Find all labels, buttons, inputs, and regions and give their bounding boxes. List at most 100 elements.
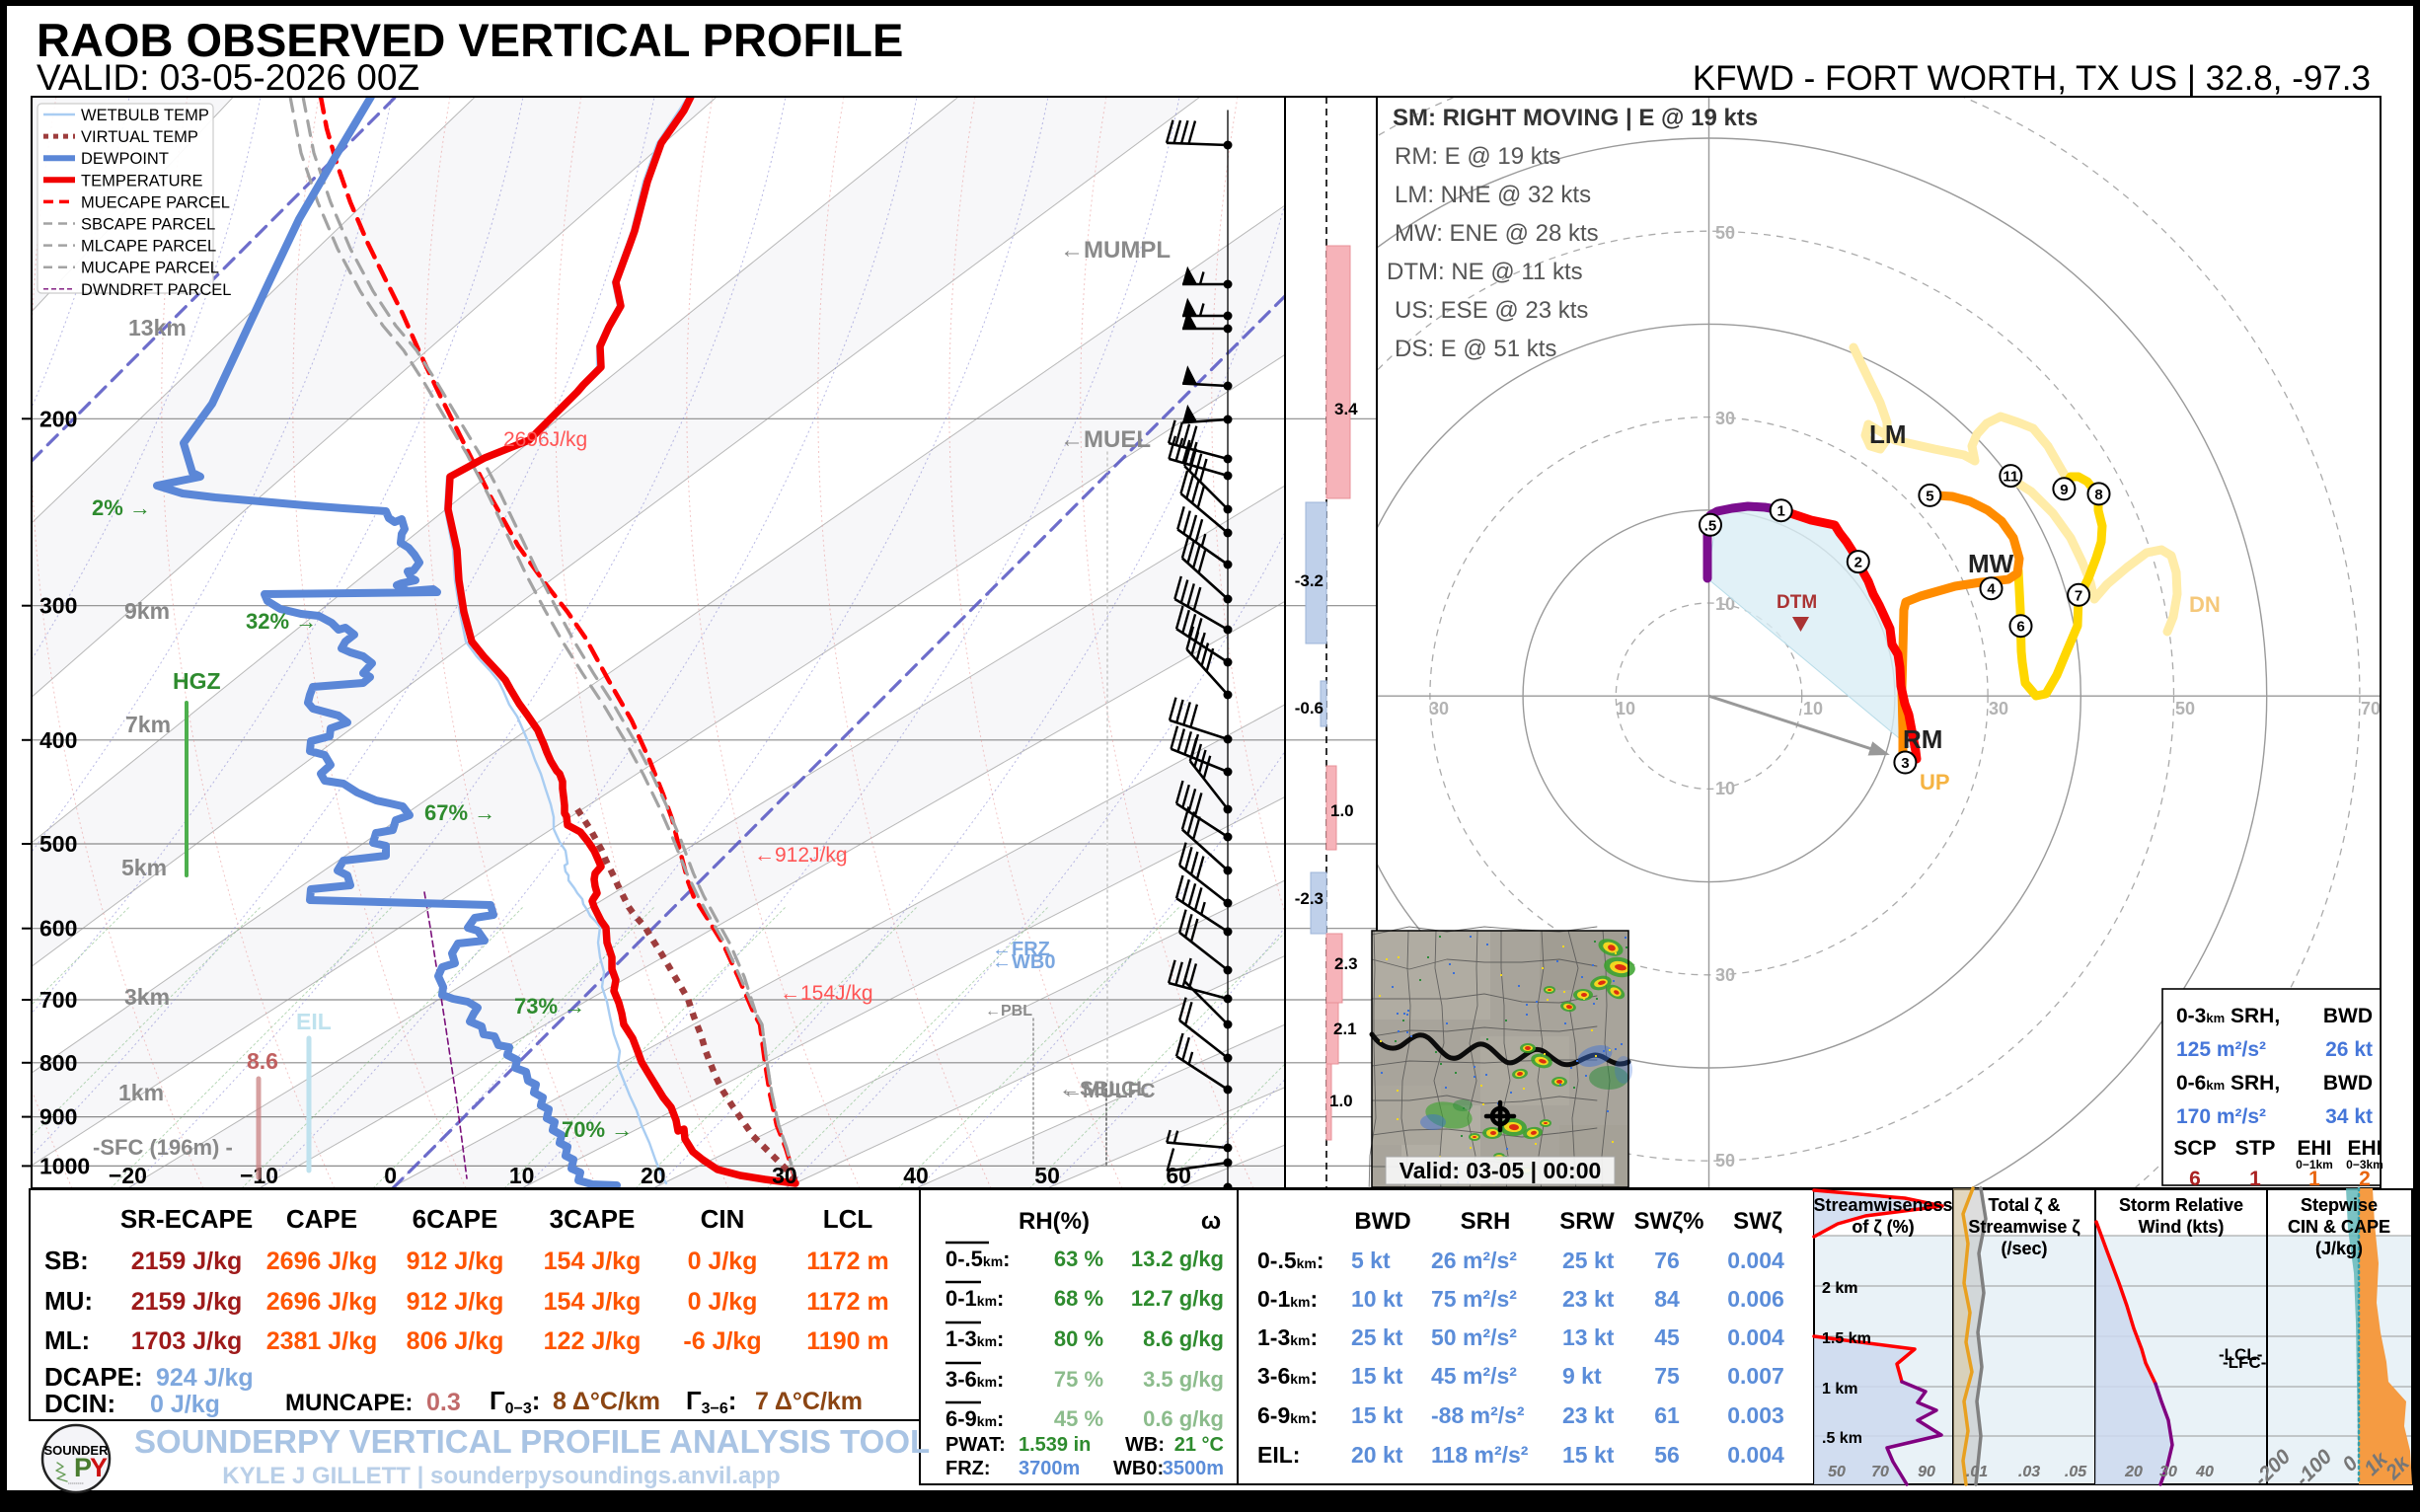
svg-text:US: ESE @ 23 kts: US: ESE @ 23 kts <box>1395 297 1588 324</box>
svg-text:25 kt: 25 kt <box>1562 1247 1615 1273</box>
svg-text:924 J/kg: 924 J/kg <box>156 1364 254 1392</box>
svg-text:8 Δ°C/km: 8 Δ°C/km <box>553 1388 660 1415</box>
svg-text:80 %: 80 % <box>1054 1326 1103 1351</box>
svg-text:UP: UP <box>1920 770 1950 794</box>
svg-text:75: 75 <box>1654 1363 1680 1389</box>
svg-text:50: 50 <box>2175 699 2195 718</box>
svg-text:RM: E @ 19 kts: RM: E @ 19 kts <box>1395 143 1560 170</box>
svg-text:40: 40 <box>2195 1464 2214 1480</box>
svg-text:70% →: 70% → <box>562 1117 633 1142</box>
svg-text:600: 600 <box>39 916 77 942</box>
svg-text:LCL: LCL <box>823 1204 873 1234</box>
svg-text:DTM: NE @ 11 kts: DTM: NE @ 11 kts <box>1387 259 1583 285</box>
svg-text:12.7 g/kg: 12.7 g/kg <box>1131 1286 1224 1311</box>
svg-text:WETBULB TEMP: WETBULB TEMP <box>81 107 209 124</box>
svg-text:←MUMPL: ←MUMPL <box>1060 237 1171 264</box>
svg-text:6CAPE: 6CAPE <box>413 1204 498 1234</box>
svg-text:6-9km:: 6-9km: <box>1257 1402 1318 1428</box>
svg-text:RH(%): RH(%) <box>1019 1208 1090 1235</box>
svg-text:2 km: 2 km <box>1822 1280 1857 1297</box>
svg-text:0.6 g/kg: 0.6 g/kg <box>1143 1406 1224 1431</box>
svg-text:2.3: 2.3 <box>1334 954 1358 973</box>
svg-text:2696 J/kg: 2696 J/kg <box>266 1288 378 1316</box>
svg-text:30: 30 <box>2159 1464 2177 1480</box>
svg-text:50: 50 <box>1034 1163 1060 1188</box>
svg-text:5km: 5km <box>121 855 167 880</box>
svg-text:MUNCAPE:: MUNCAPE: <box>285 1390 413 1416</box>
svg-text:15 kt: 15 kt <box>1351 1402 1403 1428</box>
svg-text:21 °C: 21 °C <box>1174 1434 1224 1456</box>
svg-text:13 kt: 13 kt <box>1562 1324 1615 1350</box>
svg-text:MUECAPE PARCEL: MUECAPE PARCEL <box>81 193 230 211</box>
svg-text:45: 45 <box>1654 1324 1680 1350</box>
svg-text:60: 60 <box>1166 1163 1191 1188</box>
svg-text:90: 90 <box>1918 1464 1935 1480</box>
svg-text:20: 20 <box>2124 1464 2143 1480</box>
svg-text:2159 J/kg: 2159 J/kg <box>131 1247 243 1275</box>
svg-text:40: 40 <box>2195 1464 2214 1480</box>
svg-text:RM: RM <box>1903 724 1942 754</box>
svg-text:Streamwise ζ: Streamwise ζ <box>1968 1217 2080 1238</box>
svg-text:CIN: CIN <box>701 1204 745 1234</box>
svg-text:DCAPE:: DCAPE: <box>44 1362 143 1392</box>
svg-text:PWAT:: PWAT: <box>945 1434 1006 1456</box>
svg-text:0-6km SRH,: 0-6km SRH, <box>2176 1072 2280 1095</box>
svg-text:of ζ (%): of ζ (%) <box>1852 1217 1914 1238</box>
svg-text:2381 J/kg: 2381 J/kg <box>266 1327 378 1355</box>
svg-text:BWD: BWD <box>1354 1208 1410 1235</box>
svg-text:6: 6 <box>2189 1168 2201 1190</box>
svg-text:10: 10 <box>1803 699 1823 718</box>
svg-text:84: 84 <box>1654 1286 1680 1312</box>
svg-text:20: 20 <box>2124 1464 2143 1480</box>
svg-text:8: 8 <box>2094 487 2102 503</box>
svg-text:EIL: EIL <box>296 1009 332 1034</box>
svg-text:CAPE: CAPE <box>286 1204 357 1234</box>
svg-text:61: 61 <box>1654 1402 1680 1428</box>
svg-text:DS: E @ 51 kts: DS: E @ 51 kts <box>1395 336 1556 362</box>
svg-text:LM: NNE @ 32 kts: LM: NNE @ 32 kts <box>1395 182 1591 208</box>
svg-text:VIRTUAL TEMP: VIRTUAL TEMP <box>81 128 198 146</box>
svg-text:1: 1 <box>2308 1168 2320 1190</box>
svg-text:154 J/kg: 154 J/kg <box>544 1288 642 1316</box>
svg-text:SRW: SRW <box>1559 1208 1615 1235</box>
svg-text:23 kt: 23 kt <box>1562 1286 1615 1312</box>
svg-text:DWNDRFT PARCEL: DWNDRFT PARCEL <box>81 281 231 299</box>
svg-text:90: 90 <box>1918 1464 1935 1480</box>
svg-text:32% →: 32% → <box>246 609 317 634</box>
svg-text:←FRZ: ←FRZ <box>992 939 1050 960</box>
svg-text:.03: .03 <box>2018 1464 2040 1480</box>
svg-text:2: 2 <box>1854 555 1862 571</box>
svg-text:15 kt: 15 kt <box>1351 1363 1403 1389</box>
svg-text:TEMPERATURE: TEMPERATURE <box>81 172 202 189</box>
svg-text:1172 m: 1172 m <box>806 1247 888 1275</box>
svg-text:←WB0: ←WB0 <box>992 951 1055 973</box>
svg-text:Wind (kts): Wind (kts) <box>2139 1217 2225 1237</box>
svg-text:(/sec): (/sec) <box>2001 1239 2047 1258</box>
svg-text:HGZ: HGZ <box>173 668 221 694</box>
svg-text:26 m²/s²: 26 m²/s² <box>1431 1247 1517 1273</box>
svg-text:70: 70 <box>1871 1464 1889 1480</box>
svg-text:50: 50 <box>1715 223 1735 243</box>
svg-text:0 J/kg: 0 J/kg <box>688 1288 758 1316</box>
svg-text:SWζ%: SWζ% <box>1633 1208 1703 1235</box>
svg-text:800: 800 <box>39 1050 77 1076</box>
svg-text:.05: .05 <box>2065 1464 2087 1480</box>
svg-text:LM: LM <box>1869 419 1907 449</box>
svg-text:3.5 g/kg: 3.5 g/kg <box>1143 1367 1224 1392</box>
svg-text:P: P <box>74 1453 92 1482</box>
svg-text:2 km: 2 km <box>1822 1280 1857 1297</box>
svg-text:ω: ω <box>1201 1208 1221 1235</box>
svg-text:75 m²/s²: 75 m²/s² <box>1431 1286 1517 1312</box>
svg-text:34 kt: 34 kt <box>2325 1105 2373 1128</box>
svg-text:2% →: 2% → <box>92 495 151 520</box>
svg-text:1190 m: 1190 m <box>806 1327 888 1355</box>
svg-text:2696 J/kg: 2696 J/kg <box>266 1247 378 1275</box>
svg-text:1km: 1km <box>118 1080 164 1105</box>
svg-text:0 J/kg: 0 J/kg <box>150 1391 220 1418</box>
svg-text:4: 4 <box>1987 581 1996 598</box>
svg-text:1.0: 1.0 <box>1330 801 1354 820</box>
svg-text:-6 J/kg: -6 J/kg <box>683 1327 761 1355</box>
svg-text:.5: .5 <box>1704 517 1717 534</box>
svg-text:1172 m: 1172 m <box>806 1288 888 1316</box>
svg-text:1: 1 <box>2249 1168 2261 1190</box>
